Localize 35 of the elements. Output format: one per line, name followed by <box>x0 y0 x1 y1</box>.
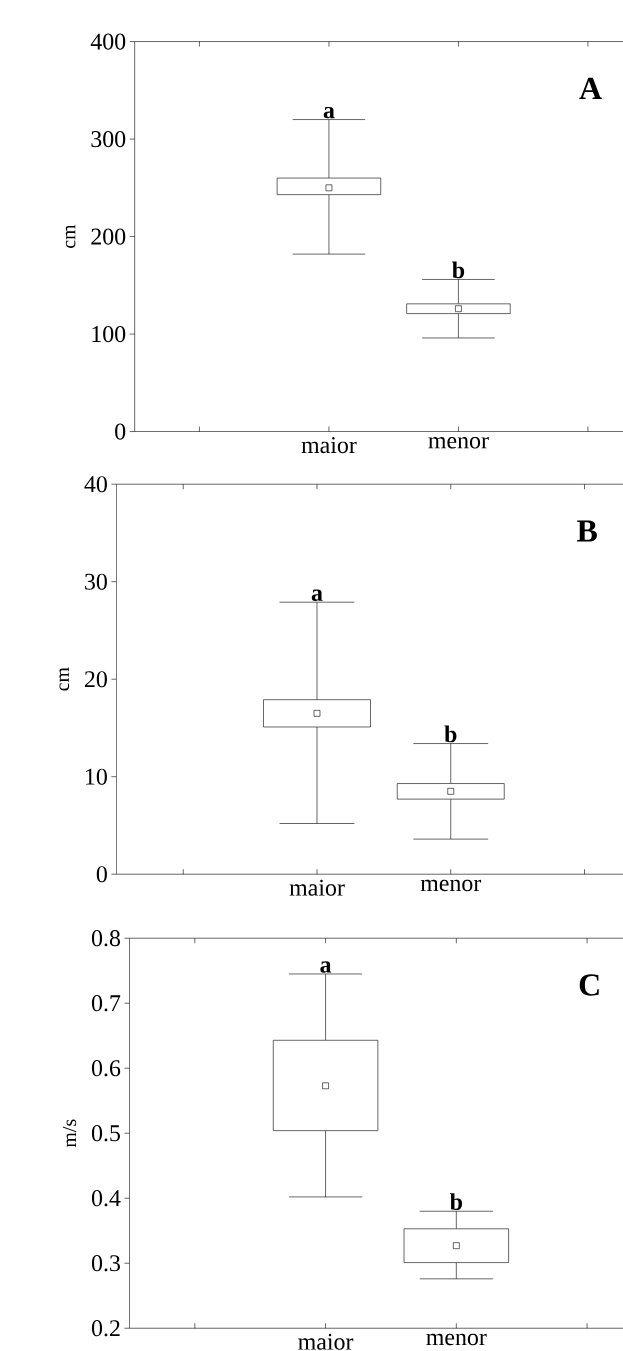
y-tick-label: 0 <box>96 866 107 883</box>
x-tick-label: maior <box>289 879 345 896</box>
y-tick-label: 0.7 <box>91 995 121 1012</box>
y-tick-label: 200 <box>91 228 126 245</box>
annotation: a <box>311 589 323 601</box>
annotation: b <box>444 725 457 743</box>
y-tick-label: 10 <box>86 768 107 785</box>
y-tick-label: 0.4 <box>91 1190 121 1207</box>
annotation: a <box>320 961 332 973</box>
annotation: a <box>323 106 335 119</box>
y-axis-title: m/s <box>62 1119 77 1148</box>
y-axis-title: cm <box>65 224 76 248</box>
text: B <box>577 520 597 542</box>
y-tick-label: 400 <box>90 33 126 50</box>
y-tick-label: 20 <box>84 671 107 688</box>
x-tick-label: menor <box>420 879 482 892</box>
y-tick-label: 0 <box>115 423 126 440</box>
y-tick-label: 100 <box>92 325 126 343</box>
y-tick-label: 300 <box>91 130 126 148</box>
x-tick-label: menor <box>428 437 489 449</box>
x-tick-label: menor <box>426 1333 487 1346</box>
x-tick-label: maior <box>298 1333 354 1350</box>
text: A <box>579 77 602 99</box>
y-tick-label: 30 <box>85 573 107 590</box>
annotation: b <box>449 1193 462 1211</box>
y-axis-title: cm <box>59 667 70 691</box>
text: C <box>579 974 599 996</box>
y-tick-label: 0.6 <box>91 1060 121 1077</box>
y-tick-label: 0.8 <box>91 930 121 947</box>
annotation: b <box>452 261 465 279</box>
y-tick-label: 40 <box>84 476 107 493</box>
y-tick-label: 0.2 <box>91 1320 120 1337</box>
x-tick-label: maior <box>301 437 357 454</box>
y-tick-label: 0.3 <box>91 1255 120 1272</box>
y-tick-label: 0.5 <box>91 1125 120 1142</box>
